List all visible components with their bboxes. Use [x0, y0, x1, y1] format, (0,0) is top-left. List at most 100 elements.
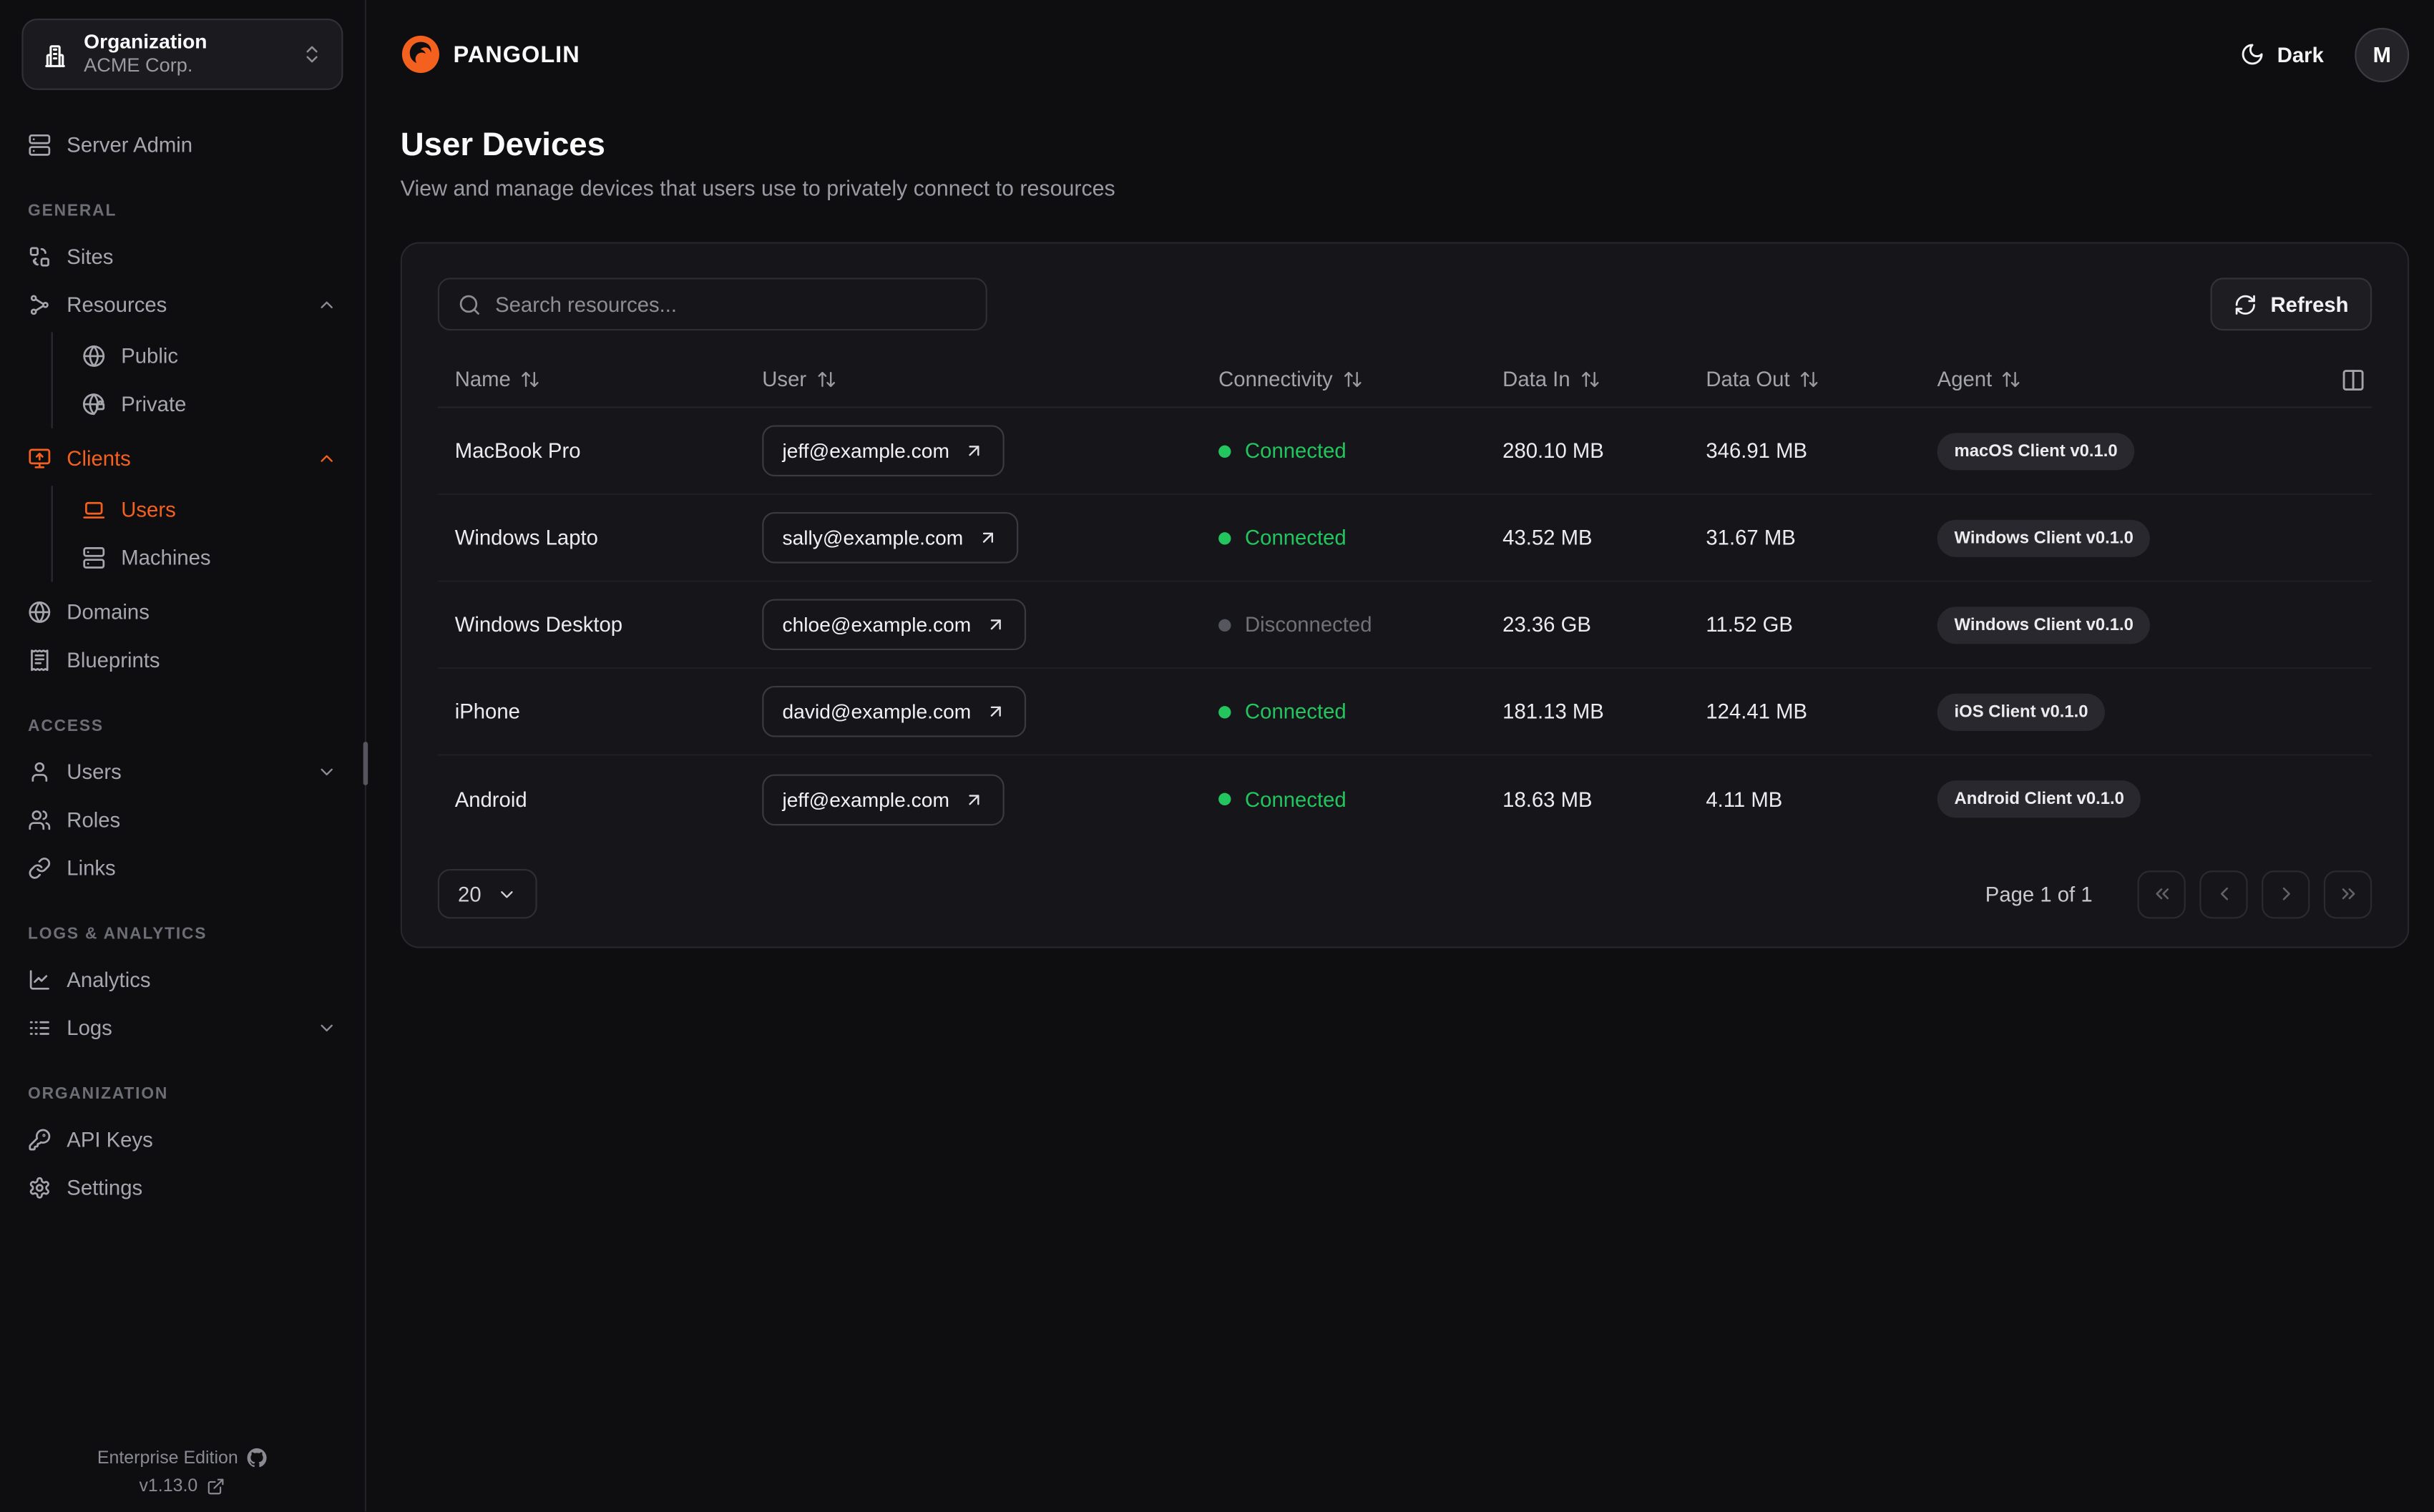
columns-icon — [2341, 367, 2366, 392]
github-icon — [248, 1448, 268, 1468]
globe-lock-icon — [82, 393, 106, 416]
sidebar-item-private[interactable]: Private — [76, 381, 343, 428]
sidebar-item-label: Public — [121, 344, 179, 368]
next-page-button[interactable] — [2262, 870, 2310, 918]
chevrons-left-icon — [2151, 883, 2172, 905]
user-link[interactable]: jeff@example.com — [762, 773, 1004, 825]
sidebar-scrollbar-thumb[interactable] — [363, 742, 368, 785]
column-label: Connectivity — [1218, 368, 1333, 391]
user-link[interactable]: sally@example.com — [762, 511, 1018, 564]
table-row: Windows Desktop chloe@example.com Discon… — [437, 582, 2372, 669]
sidebar-item-server-admin[interactable]: Server Admin — [21, 121, 343, 169]
column-label: Data Out — [1706, 368, 1790, 391]
sidebar-item-blueprints[interactable]: Blueprints — [21, 637, 343, 684]
status-dot — [1218, 705, 1231, 718]
brand-name: PANGOLIN — [453, 41, 580, 68]
search-input[interactable] — [495, 292, 967, 316]
column-header-connectivity[interactable]: Connectivity — [1201, 352, 1485, 406]
logs-icon — [28, 1016, 52, 1040]
refresh-button[interactable]: Refresh — [2209, 278, 2372, 331]
sidebar-item-analytics[interactable]: Analytics — [21, 956, 343, 1003]
column-header-data-in[interactable]: Data In — [1485, 352, 1688, 406]
server-icon — [82, 546, 106, 570]
sidebar-item-domains[interactable]: Domains — [21, 588, 343, 636]
gear-icon — [28, 1177, 52, 1200]
org-switcher[interactable]: Organization ACME Corp. — [21, 19, 343, 90]
sidebar-item-logs[interactable]: Logs — [21, 1004, 343, 1052]
search-box — [437, 278, 987, 331]
data-in-cell: 181.13 MB — [1502, 699, 1604, 724]
status-text: Connected — [1245, 526, 1346, 550]
org-switcher-texts: Organization ACME Corp. — [84, 29, 285, 79]
last-page-button[interactable] — [2323, 870, 2372, 918]
column-header-user[interactable]: User — [745, 352, 1201, 406]
chart-line-icon — [28, 968, 52, 992]
column-header-data-out[interactable]: Data Out — [1689, 352, 1920, 406]
topbar: PANGOLIN Dark M — [401, 0, 2410, 109]
user-link[interactable]: chloe@example.com — [762, 599, 1026, 651]
sort-icon — [1342, 369, 1362, 389]
status-text: Connected — [1245, 699, 1346, 724]
device-name: Windows Lapto — [454, 526, 598, 550]
sidebar-item-users-devices[interactable]: Users — [76, 486, 343, 534]
connectivity-cell: Connected — [1201, 526, 1485, 549]
data-in-cell: 23.36 GB — [1502, 612, 1591, 637]
page-size-value: 20 — [458, 882, 482, 905]
building-icon — [42, 41, 69, 67]
status-text: Disconnected — [1245, 612, 1372, 637]
sidebar-item-users[interactable]: Users — [21, 748, 343, 796]
sidebar-item-sites[interactable]: Sites — [21, 232, 343, 280]
page-size-select[interactable]: 20 — [437, 868, 537, 919]
sidebar-footer: Enterprise Edition v1.13.0 — [0, 1438, 365, 1496]
refresh-label: Refresh — [2270, 292, 2349, 316]
section-title-general: GENERAL — [28, 202, 117, 221]
sidebar-item-settings[interactable]: Settings — [21, 1164, 343, 1212]
sidebar-item-machines[interactable]: Machines — [76, 534, 343, 581]
user-email: jeff@example.com — [782, 438, 949, 463]
devices-card: Refresh Name User Connectivity — [400, 242, 2410, 948]
sidebar-item-label: Domains — [67, 600, 150, 624]
user-link[interactable]: jeff@example.com — [762, 425, 1004, 477]
table-row: iPhone david@example.com Connected 181.1… — [437, 669, 2372, 756]
avatar[interactable]: M — [2355, 26, 2410, 82]
status-text: Connected — [1245, 787, 1346, 811]
columns-toggle-button[interactable] — [2316, 367, 2372, 392]
sidebar-item-links[interactable]: Links — [21, 844, 343, 892]
sidebar-item-roles[interactable]: Roles — [21, 796, 343, 844]
theme-toggle[interactable]: Dark — [2240, 42, 2324, 67]
version-link[interactable]: v1.13.0 — [0, 1477, 365, 1496]
first-page-button[interactable] — [2137, 870, 2186, 918]
data-out-cell: 4.11 MB — [1706, 787, 1783, 811]
column-header-agent[interactable]: Agent — [1920, 352, 2316, 406]
table-row: Android jeff@example.com Connected 18.63… — [438, 756, 2372, 843]
resources-icon — [28, 293, 52, 317]
connectivity-cell: Connected — [1201, 787, 1485, 811]
section-title-access: ACCESS — [28, 717, 104, 736]
sidebar-item-api-keys[interactable]: API Keys — [21, 1116, 343, 1164]
column-header-name[interactable]: Name — [438, 352, 746, 406]
edition-link[interactable]: Enterprise Edition — [0, 1448, 365, 1468]
status-dot — [1218, 444, 1231, 457]
pagination: Page 1 of 1 — [1985, 870, 2372, 918]
agent-cell: Android Client v0.1.0 — [1920, 780, 2316, 818]
column-label: Agent — [1937, 368, 1993, 391]
sort-icon — [816, 369, 836, 389]
user-link[interactable]: david@example.com — [762, 685, 1026, 737]
topbar-right: Dark M — [2240, 26, 2410, 82]
sidebar-item-public[interactable]: Public — [76, 332, 343, 380]
chevron-left-icon — [2213, 883, 2234, 905]
data-out-cell: 346.91 MB — [1706, 438, 1808, 463]
data-in-cell: 43.52 MB — [1502, 526, 1593, 550]
sidebar-item-resources[interactable]: Resources — [21, 281, 343, 329]
sidebar-item-clients[interactable]: Clients — [21, 434, 343, 482]
org-switcher-label: Organization — [84, 29, 207, 53]
devices-table: Name User Connectivity Data In — [437, 352, 2372, 843]
arrow-up-right-icon — [964, 789, 984, 809]
user-email: chloe@example.com — [782, 612, 972, 637]
prev-page-button[interactable] — [2199, 870, 2248, 918]
agent-badge: macOS Client v0.1.0 — [1937, 432, 2135, 470]
theme-toggle-label: Dark — [2277, 42, 2324, 67]
device-name: iPhone — [454, 699, 520, 724]
arrow-up-right-icon — [964, 441, 984, 461]
